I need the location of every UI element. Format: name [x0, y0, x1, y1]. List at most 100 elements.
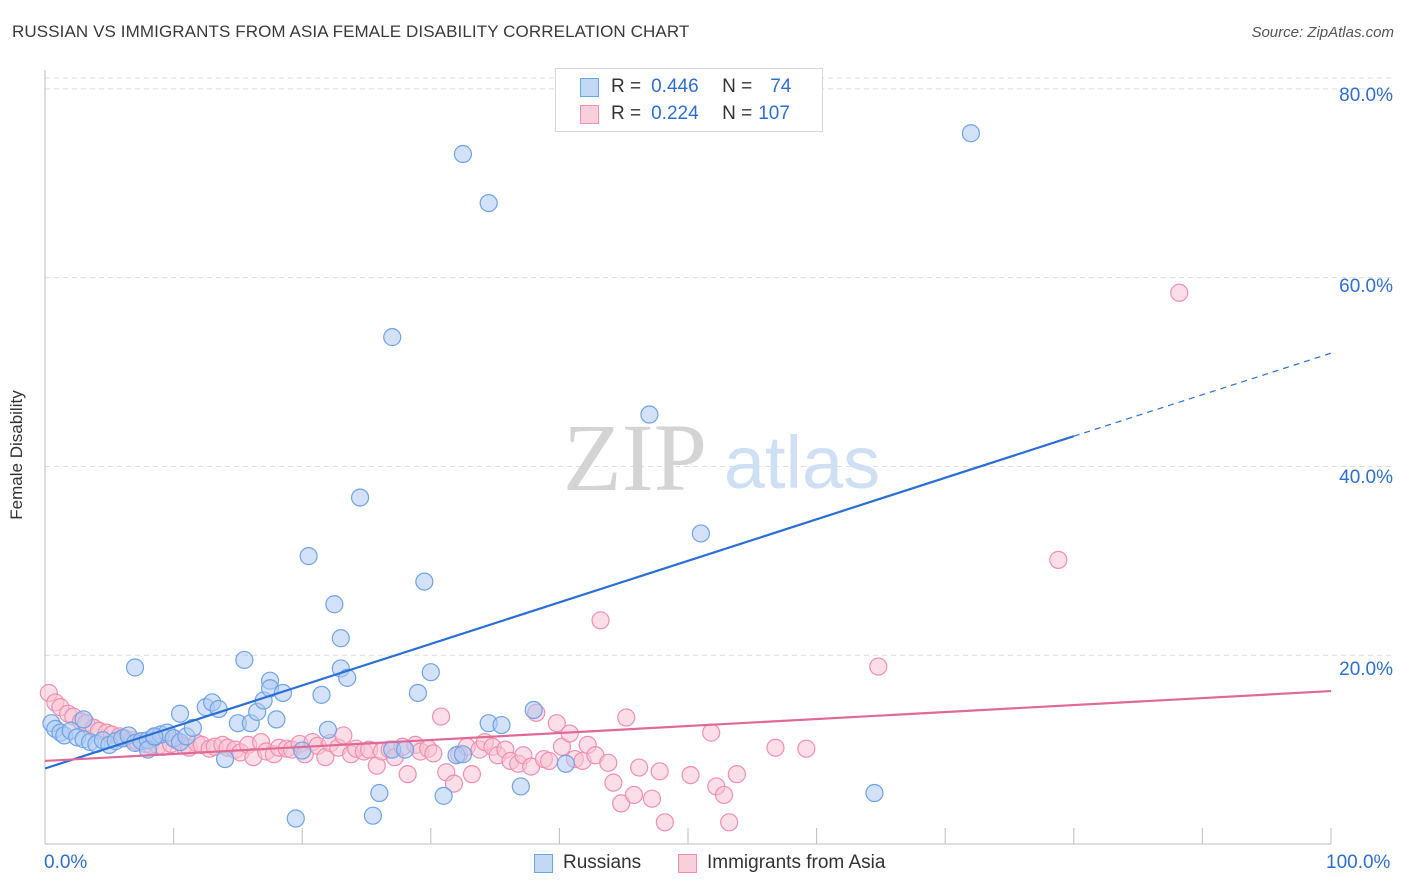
watermark: ZIP atlas [563, 404, 880, 511]
russians-point [273, 683, 293, 703]
immigrants-point [540, 751, 559, 771]
russians-point [479, 193, 498, 213]
russians-point [331, 629, 350, 648]
legend-item-immigrants[interactable]: Immigrants from Asia [678, 852, 885, 874]
immigrants-point [642, 789, 662, 808]
swatch-russians-icon [580, 77, 599, 97]
y-tick-label: 80.0% [1339, 85, 1393, 106]
russians-point [299, 547, 318, 566]
russians-point [183, 718, 202, 738]
watermark-atlas: atlas [724, 421, 880, 504]
r-key: R = [611, 103, 642, 124]
stats-legend: R = 0.446 N = 74 R = 0.224 N = 107 [555, 68, 823, 132]
immigrants-point [714, 785, 734, 805]
immigrants-point [591, 611, 610, 630]
immigrants-point [599, 753, 618, 772]
n-value: 74 [770, 76, 792, 97]
r-key: R = [611, 76, 642, 97]
russians-point [383, 328, 402, 347]
immigrants-point [766, 738, 785, 757]
gridlines [45, 77, 1392, 656]
russians-point [370, 783, 389, 803]
legend-label: Immigrants from Asia [707, 852, 886, 873]
immigrants-point [604, 773, 623, 792]
y-tick-label: 60.0% [1339, 276, 1393, 297]
russians-point [524, 700, 543, 720]
immigrants-point [720, 813, 739, 832]
russians-point [170, 704, 190, 723]
swatch-russians-icon [534, 853, 553, 873]
swatch-immigrants-icon [678, 853, 697, 873]
immigrants-point [547, 714, 566, 733]
immigrants-point [424, 744, 443, 763]
immigrants-point [624, 785, 644, 805]
immigrants-point [462, 765, 482, 784]
immigrants-point [1049, 550, 1068, 569]
immigrants-point [681, 765, 700, 785]
immigrants-point [1170, 283, 1189, 302]
y-tick-label: 40.0% [1339, 467, 1393, 488]
immigrants-point [444, 774, 464, 793]
russians-point [215, 749, 235, 769]
russians-point [286, 809, 305, 828]
russians-point [350, 488, 370, 507]
russians-point [434, 786, 453, 805]
russians-point [125, 658, 145, 677]
source-label: Source: ZipAtlas.com [1251, 24, 1394, 41]
russians-point [640, 405, 659, 424]
trend-lines [44, 352, 1332, 770]
legend-label: Russians [563, 852, 642, 873]
n-key: N = [722, 76, 753, 97]
stats-row-russians: R = 0.446 N = 74 [580, 75, 791, 99]
legend-item-russians[interactable]: Russians [534, 852, 641, 874]
russians-point [363, 806, 383, 825]
n-key: N = [722, 103, 753, 124]
swatch-immigrants-icon [580, 104, 599, 124]
russians-point [453, 144, 473, 164]
russians-point [961, 124, 981, 143]
series-russians-points [42, 124, 981, 828]
axes [44, 70, 1332, 845]
russians-point [235, 650, 254, 670]
chart-title: RUSSIAN VS IMMIGRANTS FROM ASIA FEMALE D… [12, 22, 690, 41]
watermark-zip: ZIP [563, 404, 707, 511]
russians-trend-extension [1073, 352, 1332, 437]
russians-trend-line [44, 435, 1075, 770]
russians-point [338, 668, 357, 687]
immigrants-point [334, 726, 353, 745]
immigrants-point [431, 707, 451, 726]
n-value: 107 [758, 103, 790, 124]
immigrants-trend-line [44, 689, 1332, 763]
series-legend: Russians Immigrants from Asia [0, 852, 1406, 876]
russians-point [865, 783, 884, 803]
y-tick-label: 20.0% [1339, 659, 1393, 680]
stats-row-immigrants: R = 0.224 N = 107 [580, 102, 790, 126]
immigrants-point [655, 813, 674, 832]
russians-point [395, 740, 415, 759]
russians-point [408, 683, 428, 703]
immigrants-point [702, 723, 721, 742]
russians-point [312, 685, 331, 704]
russians-point [421, 663, 440, 682]
series-immigrants-points [39, 283, 1189, 832]
immigrants-point [398, 765, 417, 784]
immigrants-point [617, 708, 636, 727]
x-tick-label: 0.0% [44, 852, 88, 873]
r-value: 0.446 [651, 76, 699, 97]
immigrants-point [797, 739, 816, 758]
russians-point [556, 754, 575, 773]
russians-point [267, 710, 286, 729]
x-tick-label: 100.0% [1326, 852, 1391, 873]
immigrants-point [630, 758, 649, 777]
r-value: 0.224 [651, 103, 699, 124]
russians-point [453, 745, 473, 764]
russians-point [415, 572, 434, 591]
russians-point [325, 595, 344, 614]
russians-point [318, 720, 338, 739]
russians-point [511, 777, 530, 796]
immigrants-point [869, 657, 888, 676]
immigrants-point [727, 765, 746, 784]
russians-point [492, 715, 511, 735]
russians-point [691, 524, 710, 543]
